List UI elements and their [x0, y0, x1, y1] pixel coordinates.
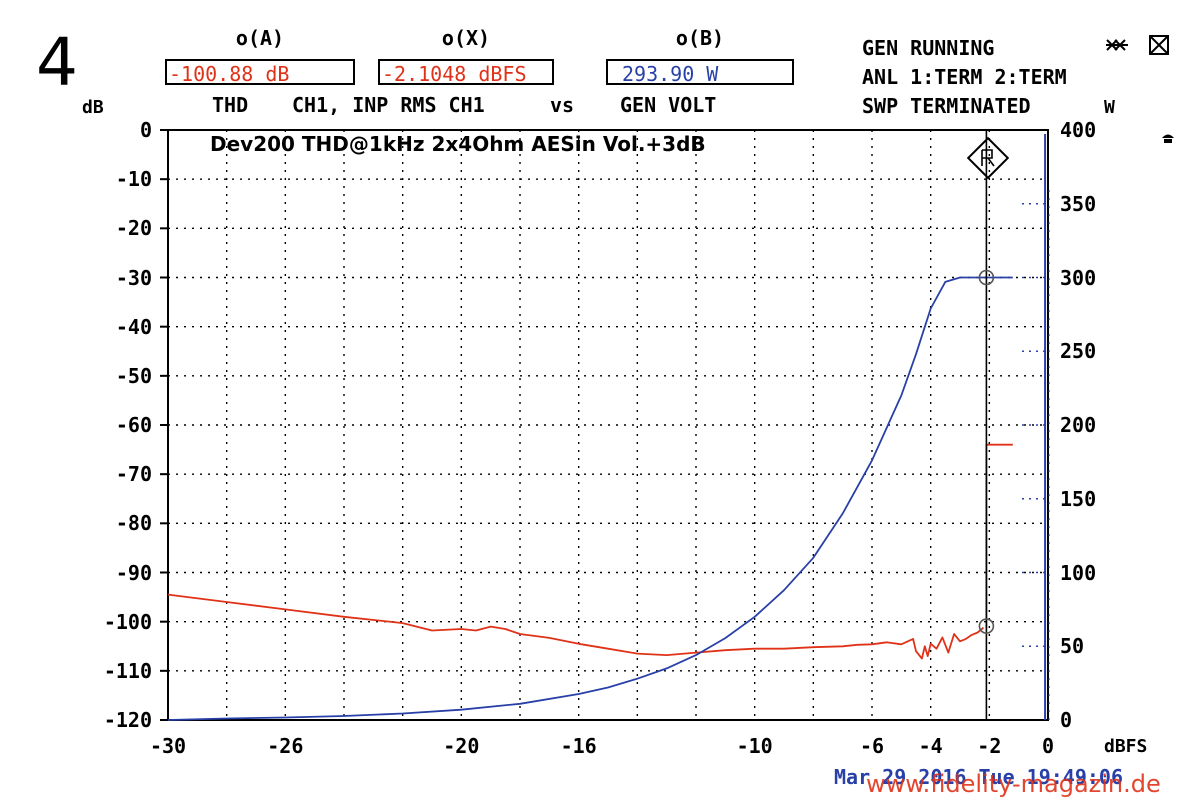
right-tick-label: 300 — [1060, 265, 1097, 290]
left-tick-label: -10 — [115, 167, 152, 192]
right-tick-label: 350 — [1060, 191, 1097, 216]
left-tick-label: -60 — [115, 413, 152, 437]
status-sweep: SWP TERMINATED — [862, 94, 1031, 118]
left-tick-label: 0 — [139, 118, 152, 142]
figure-number: 4 — [36, 24, 78, 101]
right-tick-label: 100 — [1060, 560, 1097, 585]
chart-title: Dev200 THD@1kHz 2x4Ohm AESin Vol.+3dB — [210, 132, 706, 156]
right-tick-label: 200 — [1060, 413, 1097, 437]
readout-b-value: 293.90 W — [606, 59, 794, 86]
vs-label: vs — [550, 93, 575, 117]
status-analyzer: ANL 1:TERM 2:TERM — [862, 65, 1067, 89]
thd-series-line-1 — [167, 593, 985, 660]
x-tick-label: -10 — [736, 734, 773, 758]
x-tick-label: -16 — [560, 734, 597, 758]
right-tick-label: 0 — [1060, 708, 1073, 732]
cursor-marker-power — [978, 269, 995, 286]
left-tick-label: -100 — [103, 609, 152, 634]
right-axis-unit: W — [1104, 97, 1115, 118]
readout-x-caption: CH1, INP RMS CH1 — [292, 93, 485, 117]
readout-a-caption: THD — [212, 93, 249, 117]
chart-marks — [167, 130, 1050, 721]
left-tick-label: -40 — [115, 314, 152, 339]
readout-x-value: -2.1048 dBFS — [378, 59, 554, 86]
left-tick-label: -120 — [103, 708, 152, 732]
x-tick-label: 0 — [1041, 734, 1055, 758]
x-tick-label: -2 — [977, 734, 1002, 758]
x-axis-unit: dBFS — [1104, 736, 1148, 757]
thd-series-line-2 — [985, 443, 1013, 628]
crossed-link-icon — [1106, 39, 1128, 51]
readout-a-header: o(A) — [235, 26, 285, 50]
left-tick-label: -90 — [115, 560, 152, 585]
grid-lines — [160, 129, 1048, 721]
cursor-marker-thd — [978, 618, 995, 634]
readout-b-caption: GEN VOLT — [620, 93, 717, 117]
left-axis-unit: dB — [82, 97, 104, 118]
watermark: www.fidelity-magazin.de — [866, 770, 1161, 798]
rs-logo-icon — [966, 136, 1010, 180]
readout-x-header: o(X) — [441, 26, 491, 50]
x-tick-label: -26 — [267, 734, 304, 758]
marker-icon — [1162, 134, 1174, 143]
timestamp: Mar 29 2016 Tue 19:49:06 — [834, 765, 1123, 789]
x-tick-label: -4 — [918, 734, 943, 758]
readout-b-header: o(B) — [675, 26, 725, 50]
right-tick-label: 150 — [1060, 486, 1097, 511]
readout-a-value: -100.88 dB — [165, 59, 355, 86]
x-tick-label: -20 — [443, 734, 480, 758]
x-tick-label: -30 — [149, 734, 187, 758]
status-icons — [1106, 35, 1169, 55]
left-tick-label: -110 — [103, 658, 152, 683]
left-tick-label: -20 — [115, 216, 152, 241]
left-tick-label: -70 — [115, 462, 152, 487]
status-generator: GEN RUNNING — [862, 36, 995, 60]
crossed-box-icon — [1149, 35, 1169, 55]
right-tick-label: 400 — [1060, 118, 1097, 142]
left-tick-label: -30 — [115, 265, 152, 290]
right-tick-label: 50 — [1060, 634, 1085, 659]
power-series-line — [167, 276, 1013, 721]
right-tick-label: 250 — [1060, 339, 1097, 364]
left-tick-label: -50 — [115, 363, 152, 388]
x-tick-label: -6 — [859, 734, 885, 758]
left-tick-label: -80 — [115, 511, 152, 536]
